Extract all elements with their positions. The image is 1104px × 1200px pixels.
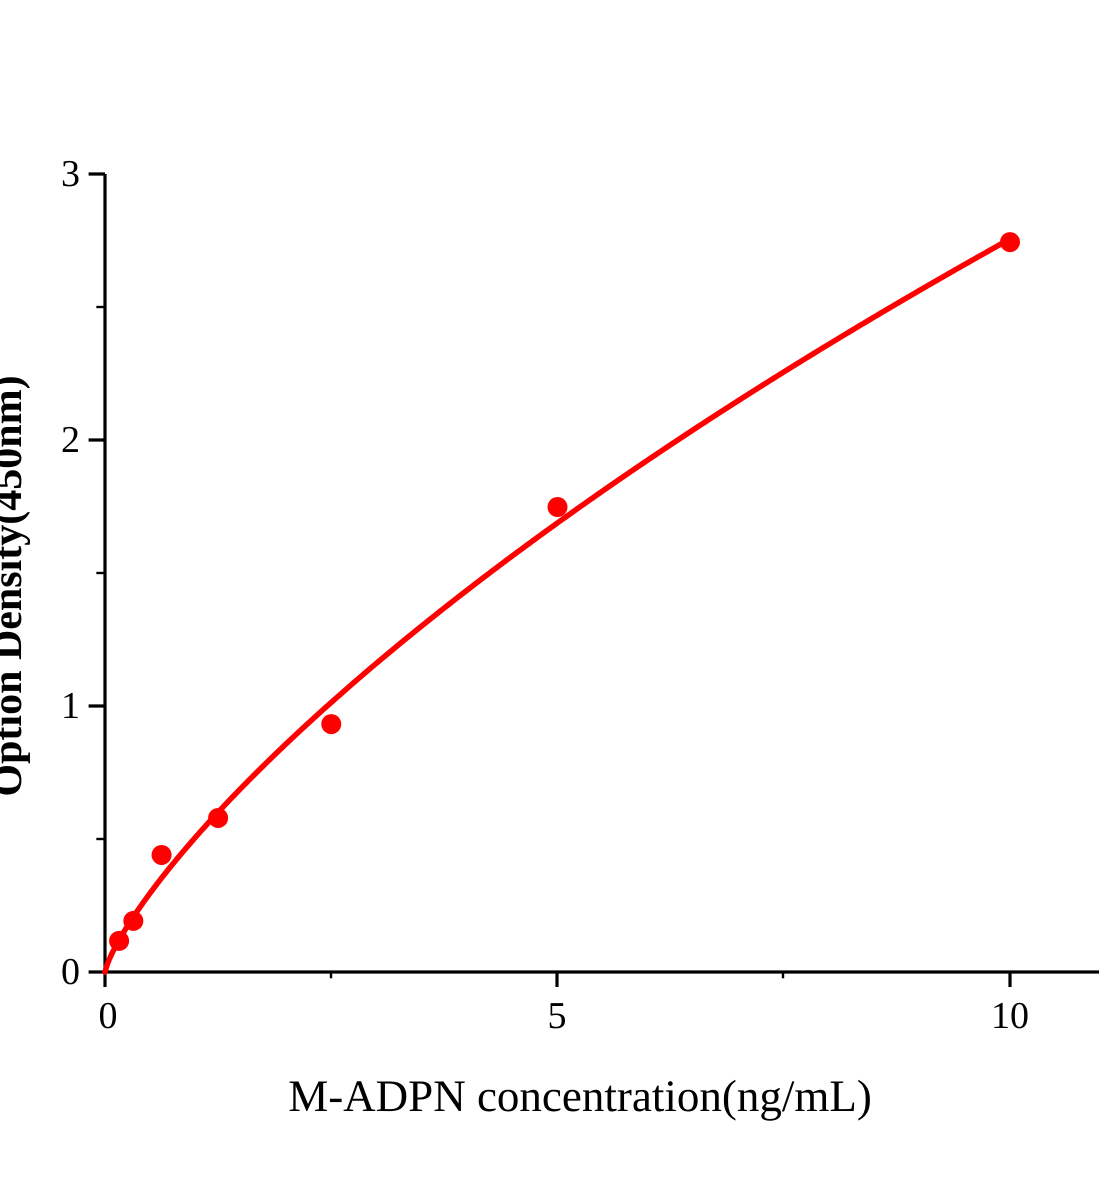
svg-text:10: 10 bbox=[991, 995, 1029, 1037]
svg-text:2: 2 bbox=[61, 419, 80, 461]
svg-text:1: 1 bbox=[61, 685, 80, 727]
svg-text:5: 5 bbox=[548, 995, 567, 1037]
svg-text:0: 0 bbox=[99, 995, 118, 1037]
svg-text:3: 3 bbox=[61, 153, 80, 195]
svg-text:0: 0 bbox=[61, 951, 80, 993]
